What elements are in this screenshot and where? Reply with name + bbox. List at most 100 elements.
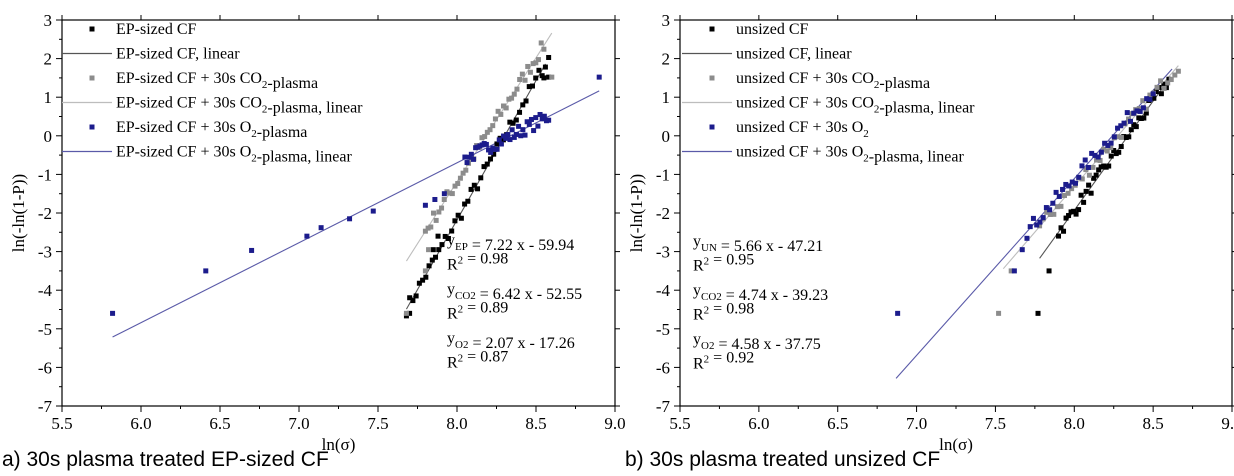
data-point <box>1073 211 1079 217</box>
data-point <box>1081 199 1087 205</box>
data-point <box>494 141 500 147</box>
data-point <box>445 236 451 242</box>
data-point <box>426 263 432 269</box>
data-point <box>463 167 469 173</box>
data-point <box>1054 204 1060 210</box>
x-tick-label: 9.0 <box>1221 414 1234 433</box>
data-point <box>519 71 525 77</box>
data-point <box>522 77 528 83</box>
legend-label: unsized CF + 30s CO2-plasma <box>736 70 930 92</box>
data-point <box>503 105 509 111</box>
data-point <box>1127 118 1133 124</box>
data-point <box>464 160 470 166</box>
y-tick-label: 3 <box>662 11 671 30</box>
data-point <box>422 228 428 234</box>
data-point <box>457 175 463 181</box>
data-point <box>1141 115 1147 121</box>
data-point <box>541 46 547 52</box>
data-point <box>432 196 438 202</box>
data-point <box>514 86 520 92</box>
data-point <box>1151 95 1157 101</box>
data-point <box>1043 205 1049 211</box>
y-axis-label: ln(-ln(1-P)) <box>9 174 28 252</box>
legend-marker <box>709 124 715 130</box>
data-point <box>536 67 542 73</box>
data-point <box>513 117 519 123</box>
y-tick-label: -4 <box>38 281 53 300</box>
data-point <box>549 74 555 80</box>
data-point <box>460 170 466 176</box>
y-axis-label: ln(-ln(1-P)) <box>627 174 646 252</box>
data-point <box>1060 186 1066 192</box>
data-point <box>1037 223 1043 229</box>
data-point <box>1079 163 1085 169</box>
data-point <box>1121 120 1127 126</box>
data-point <box>449 228 455 234</box>
y-tick-label: -7 <box>38 397 53 416</box>
y-tick-label: -5 <box>656 320 670 339</box>
data-point <box>447 190 453 196</box>
data-point <box>449 191 455 197</box>
data-point <box>1061 193 1067 199</box>
legend-marker <box>709 75 715 81</box>
fit-equation: yUN = 5.66 x - 47.21 <box>693 233 823 255</box>
data-point <box>520 127 526 133</box>
data-point <box>525 63 531 69</box>
data-point <box>439 205 445 211</box>
data-point <box>537 111 543 117</box>
data-point <box>1158 78 1164 84</box>
data-point <box>1105 142 1111 148</box>
y-tick-label: -6 <box>38 358 52 377</box>
data-point <box>452 218 458 224</box>
data-point <box>1066 213 1072 219</box>
data-point <box>1047 211 1053 217</box>
data-point <box>517 76 523 82</box>
legend-label: unsized CF <box>736 21 809 38</box>
x-tick-label: 8.5 <box>1143 414 1164 433</box>
y-tick-label: -5 <box>38 320 52 339</box>
data-point <box>423 274 429 280</box>
data-point <box>535 123 541 129</box>
data-point <box>439 242 445 248</box>
data-point <box>430 247 436 253</box>
data-point <box>436 209 442 215</box>
data-point <box>1066 183 1072 189</box>
data-point <box>1147 92 1153 98</box>
data-point <box>482 134 488 140</box>
x-tick-label: 8.0 <box>446 414 467 433</box>
data-point <box>1063 215 1069 221</box>
data-point <box>318 225 324 231</box>
data-point <box>1079 176 1085 182</box>
data-point <box>996 310 1002 316</box>
data-point <box>1101 146 1107 152</box>
data-point <box>498 111 504 117</box>
y-tick-label: -2 <box>656 204 670 223</box>
data-point <box>522 132 528 138</box>
data-point <box>442 233 448 239</box>
legend-marker <box>89 26 95 32</box>
data-point <box>304 233 310 239</box>
data-point <box>1092 152 1098 158</box>
data-point <box>462 154 468 160</box>
data-point <box>1065 190 1071 196</box>
data-point <box>533 60 539 66</box>
data-point <box>1165 80 1171 86</box>
data-point <box>1076 174 1082 180</box>
fit-equation: R2 = 0.98 <box>447 251 508 274</box>
x-tick-label: 5.5 <box>51 414 72 433</box>
data-point <box>516 123 522 129</box>
data-point <box>526 121 532 127</box>
data-point <box>1072 180 1078 186</box>
data-point <box>471 182 477 188</box>
fit-equation: R2 = 0.87 <box>447 349 508 372</box>
data-point <box>466 154 472 160</box>
data-point <box>511 91 517 97</box>
data-point <box>487 127 493 133</box>
data-point <box>530 61 536 67</box>
data-point <box>1111 134 1117 140</box>
data-point <box>1098 164 1104 170</box>
data-point <box>1140 105 1146 111</box>
data-point <box>511 134 517 140</box>
x-tick-label: 6.0 <box>748 414 769 433</box>
data-point <box>370 208 376 214</box>
